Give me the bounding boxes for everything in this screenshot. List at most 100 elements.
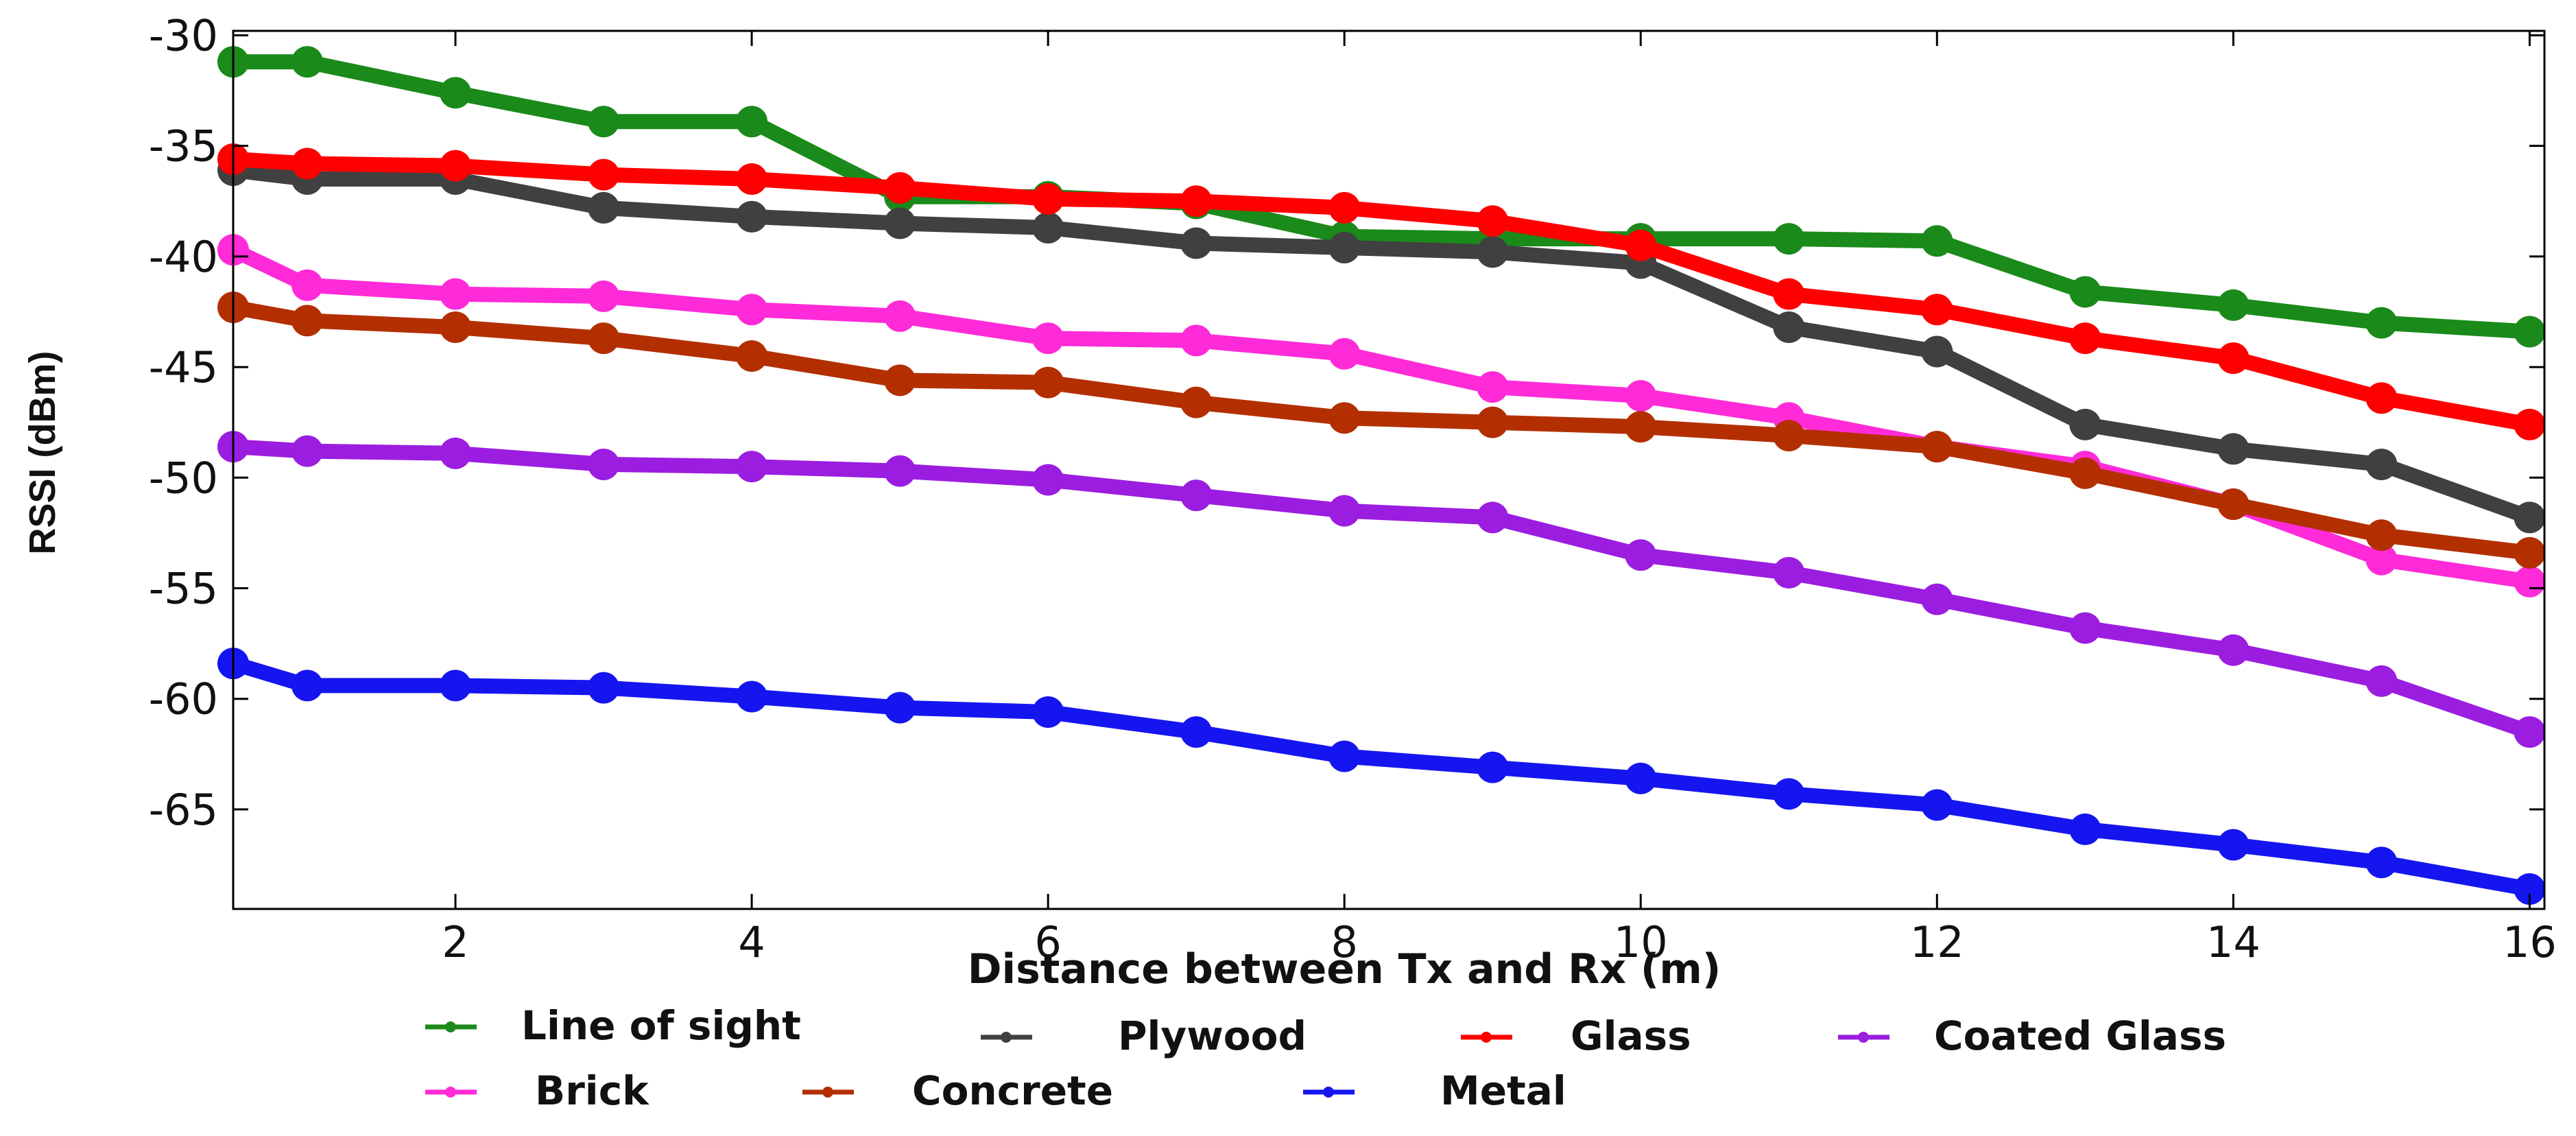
data-point-coated-glass bbox=[1328, 495, 1361, 527]
data-point-concrete bbox=[588, 322, 620, 355]
x-tick-label: 8 bbox=[1331, 917, 1357, 967]
data-point-glass bbox=[1625, 229, 1657, 261]
data-point-plywood bbox=[588, 191, 620, 224]
data-point-coated-glass bbox=[1477, 501, 1509, 534]
x-tick-label: 2 bbox=[442, 917, 468, 967]
legend-label-concrete: Concrete bbox=[912, 1067, 1113, 1114]
data-point-line-of-sight bbox=[588, 106, 620, 138]
data-point-glass bbox=[736, 163, 768, 196]
y-tick-label: -50 bbox=[149, 453, 218, 503]
data-point-brick bbox=[588, 280, 620, 312]
data-point-plywood bbox=[1477, 236, 1509, 268]
x-tick-label: 14 bbox=[2206, 917, 2261, 967]
legend-label-glass: Glass bbox=[1571, 1013, 1691, 1059]
data-point-glass bbox=[588, 158, 620, 191]
data-point-glass bbox=[1032, 183, 1064, 215]
data-point-plywood bbox=[1032, 211, 1064, 244]
x-tick-label: 10 bbox=[1614, 917, 1668, 967]
data-point-plywood bbox=[2514, 501, 2546, 534]
legend-entry-coated-glass: Coated Glass bbox=[1838, 1013, 2226, 1059]
data-point-brick bbox=[736, 294, 768, 326]
data-point-metal bbox=[1477, 751, 1509, 783]
data-point-metal bbox=[1032, 696, 1064, 729]
y-tick-label: -35 bbox=[149, 121, 218, 171]
data-point-coated-glass bbox=[2217, 634, 2250, 666]
data-point-brick bbox=[2365, 543, 2398, 576]
data-point-glass bbox=[2217, 342, 2250, 375]
data-point-coated-glass bbox=[2069, 612, 2101, 644]
legend-marker-glass bbox=[1481, 1032, 1492, 1043]
legend-marker-line-of-sight bbox=[445, 1021, 456, 1032]
data-point-concrete bbox=[1477, 406, 1509, 438]
series-line-metal bbox=[226, 656, 2538, 897]
data-point-plywood bbox=[2365, 448, 2398, 480]
data-point-metal bbox=[736, 681, 768, 713]
legend-label-brick: Brick bbox=[535, 1067, 649, 1114]
data-point-metal bbox=[1921, 789, 1953, 821]
data-point-plywood bbox=[1328, 231, 1361, 263]
series-metal bbox=[217, 648, 2546, 905]
data-point-glass bbox=[1328, 191, 1361, 224]
data-point-concrete bbox=[1625, 411, 1657, 443]
data-point-metal bbox=[440, 670, 472, 702]
x-axis-title: Distance between Tx and Rx (m) bbox=[968, 945, 1721, 993]
data-point-concrete bbox=[2069, 457, 2101, 489]
legend-label-metal: Metal bbox=[1440, 1067, 1566, 1114]
data-point-metal bbox=[2365, 847, 2398, 879]
data-point-coated-glass bbox=[884, 455, 916, 487]
data-point-coated-glass bbox=[2365, 665, 2398, 697]
y-tick-label: -65 bbox=[149, 785, 218, 835]
data-point-line-of-sight bbox=[2069, 276, 2101, 308]
plot-frame bbox=[232, 29, 2546, 910]
data-point-brick bbox=[1032, 322, 1064, 355]
legend-entry-concrete: Concrete bbox=[802, 1067, 1113, 1114]
data-point-brick bbox=[1477, 371, 1509, 403]
data-point-coated-glass bbox=[2514, 716, 2546, 748]
data-point-line-of-sight bbox=[2514, 316, 2546, 348]
data-point-brick bbox=[291, 269, 324, 301]
data-point-line-of-sight bbox=[291, 46, 324, 78]
data-point-glass bbox=[440, 150, 472, 182]
series-concrete bbox=[217, 292, 2546, 569]
data-point-metal bbox=[588, 672, 620, 704]
data-point-coated-glass bbox=[1921, 583, 1953, 615]
data-point-coated-glass bbox=[1032, 464, 1064, 496]
data-point-line-of-sight bbox=[1773, 223, 1805, 255]
data-point-coated-glass bbox=[1625, 539, 1657, 571]
legend-marker-brick bbox=[445, 1087, 456, 1098]
data-point-glass bbox=[2514, 408, 2546, 440]
legend-entry-metal: Metal bbox=[1303, 1067, 1566, 1114]
data-point-glass bbox=[1180, 185, 1213, 217]
y-tick-label: -55 bbox=[149, 563, 218, 613]
legend-entry-line-of-sight: Line of sight bbox=[425, 1002, 801, 1049]
data-point-coated-glass bbox=[440, 437, 472, 469]
data-point-line-of-sight bbox=[2217, 289, 2250, 321]
data-point-plywood bbox=[2069, 408, 2101, 440]
data-point-concrete bbox=[884, 364, 916, 397]
data-point-plywood bbox=[884, 207, 916, 239]
legend-label-plywood: Plywood bbox=[1118, 1013, 1307, 1059]
data-point-concrete bbox=[2217, 488, 2250, 520]
legend-marker-metal bbox=[1323, 1087, 1334, 1098]
legend-entry-brick: Brick bbox=[425, 1067, 649, 1114]
y-tick-label: -45 bbox=[149, 342, 218, 392]
data-point-coated-glass bbox=[736, 451, 768, 483]
data-point-metal bbox=[291, 670, 324, 702]
x-tick-label: 6 bbox=[1034, 917, 1061, 967]
legend-entry-glass: Glass bbox=[1461, 1013, 1691, 1059]
data-point-metal bbox=[1773, 778, 1805, 810]
data-point-glass bbox=[884, 171, 916, 204]
data-point-concrete bbox=[1032, 366, 1064, 399]
data-point-brick bbox=[2514, 565, 2546, 597]
data-point-line-of-sight bbox=[736, 106, 768, 138]
data-point-plywood bbox=[2217, 433, 2250, 465]
y-tick-label: -60 bbox=[149, 674, 218, 724]
y-axis-title: RSSI (dBm) bbox=[22, 351, 63, 555]
legend: Line of sight Plywood Glass Coated Glass Bri… bbox=[425, 1002, 2226, 1114]
data-point-metal bbox=[1180, 716, 1213, 748]
data-point-line-of-sight bbox=[2365, 307, 2398, 339]
data-point-glass bbox=[1477, 205, 1509, 237]
data-point-brick bbox=[1625, 379, 1657, 412]
data-point-metal bbox=[2217, 829, 2250, 861]
data-point-concrete bbox=[2365, 519, 2398, 552]
